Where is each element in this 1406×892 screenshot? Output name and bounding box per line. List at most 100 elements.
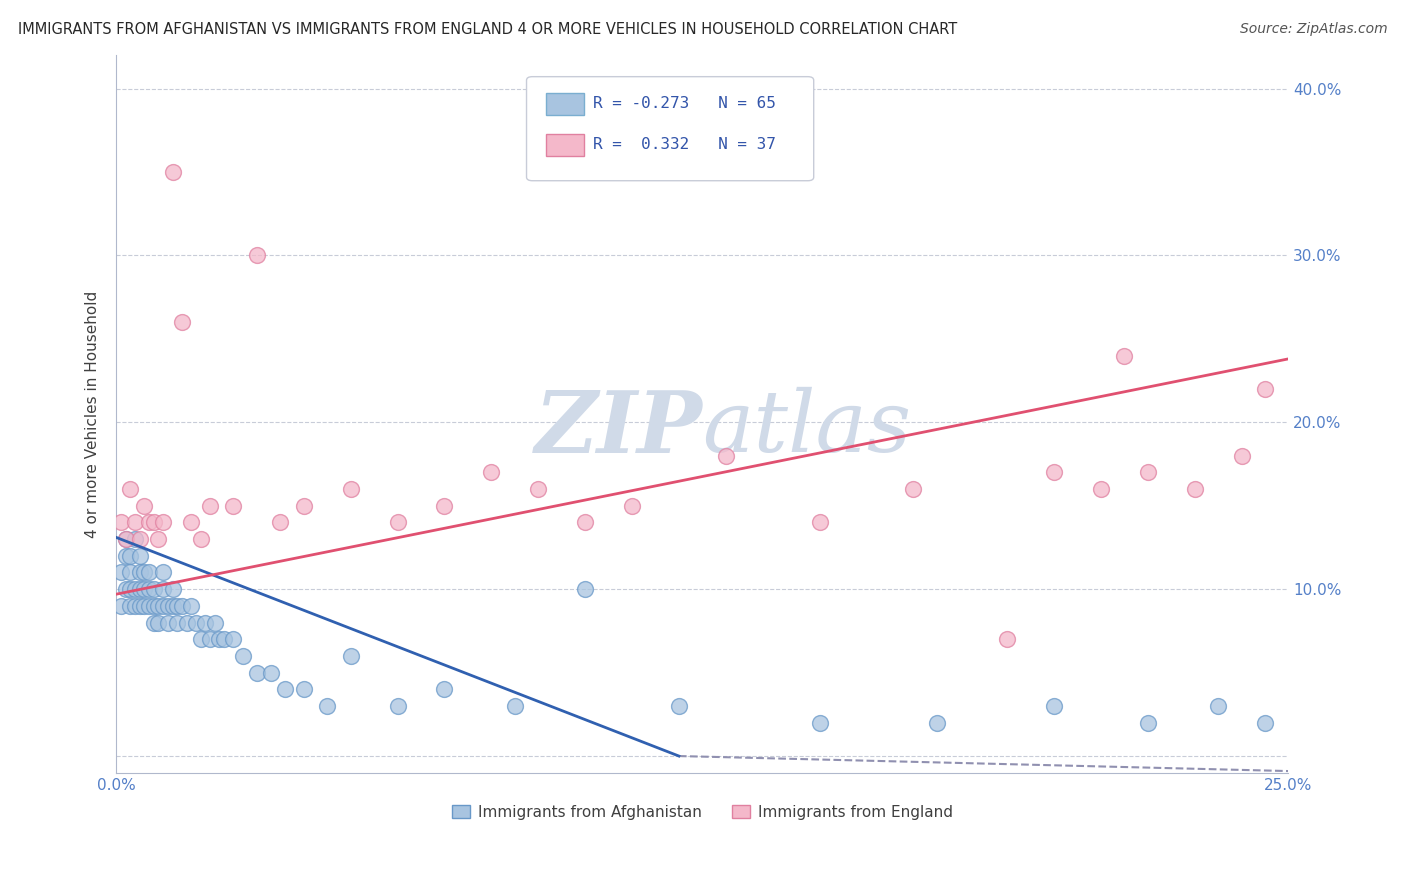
Point	[339, 648, 361, 663]
Point	[176, 615, 198, 630]
Point	[527, 482, 550, 496]
Point	[120, 599, 142, 613]
Point	[124, 599, 146, 613]
Point	[114, 582, 136, 597]
Point	[156, 615, 179, 630]
Point	[198, 499, 221, 513]
Point	[134, 566, 156, 580]
Point	[166, 615, 188, 630]
Point	[156, 599, 179, 613]
Text: ZIP: ZIP	[534, 386, 703, 470]
Point	[124, 516, 146, 530]
Y-axis label: 4 or more Vehicles in Household: 4 or more Vehicles in Household	[86, 290, 100, 538]
Point	[190, 532, 212, 546]
Point	[194, 615, 217, 630]
Point	[142, 582, 165, 597]
Point	[138, 566, 160, 580]
Point	[110, 599, 132, 613]
Point	[292, 682, 315, 697]
Point	[170, 315, 193, 329]
Text: atlas: atlas	[703, 387, 911, 469]
Point	[134, 499, 156, 513]
Text: R = -0.273   N = 65: R = -0.273 N = 65	[593, 95, 776, 111]
Point	[198, 632, 221, 647]
Point	[387, 516, 409, 530]
Point	[128, 549, 150, 563]
Point	[714, 449, 737, 463]
Point	[260, 665, 283, 680]
Point	[222, 499, 245, 513]
Text: R =  0.332   N = 37: R = 0.332 N = 37	[593, 137, 776, 153]
Point	[433, 499, 456, 513]
Point	[170, 599, 193, 613]
Point	[1136, 466, 1159, 480]
Point	[316, 698, 339, 713]
Point	[433, 682, 456, 697]
FancyBboxPatch shape	[547, 93, 583, 115]
Point	[1136, 715, 1159, 730]
Point	[152, 566, 174, 580]
Point	[222, 632, 245, 647]
Point	[903, 482, 925, 496]
Point	[232, 648, 254, 663]
Point	[190, 632, 212, 647]
Point	[246, 248, 269, 262]
Point	[114, 532, 136, 546]
Point	[274, 682, 297, 697]
Point	[387, 698, 409, 713]
Point	[808, 516, 831, 530]
Text: Source: ZipAtlas.com: Source: ZipAtlas.com	[1240, 22, 1388, 37]
Point	[204, 615, 226, 630]
Point	[124, 582, 146, 597]
Point	[208, 632, 231, 647]
Point	[148, 599, 170, 613]
Point	[128, 532, 150, 546]
Point	[1043, 466, 1066, 480]
Point	[1230, 449, 1253, 463]
Point	[1254, 382, 1277, 396]
Point	[1043, 698, 1066, 713]
Legend: Immigrants from Afghanistan, Immigrants from England: Immigrants from Afghanistan, Immigrants …	[446, 799, 959, 826]
Point	[1254, 715, 1277, 730]
Point	[269, 516, 291, 530]
FancyBboxPatch shape	[526, 77, 814, 181]
Point	[148, 615, 170, 630]
Point	[574, 582, 596, 597]
Point	[152, 582, 174, 597]
Point	[162, 165, 184, 179]
Point	[339, 482, 361, 496]
Point	[128, 582, 150, 597]
Point	[184, 615, 207, 630]
Point	[134, 582, 156, 597]
Point	[180, 516, 202, 530]
Point	[142, 599, 165, 613]
Point	[212, 632, 235, 647]
Point	[503, 698, 526, 713]
Point	[1184, 482, 1206, 496]
Point	[120, 482, 142, 496]
Point	[138, 582, 160, 597]
Point	[292, 499, 315, 513]
Point	[162, 582, 184, 597]
Point	[668, 698, 690, 713]
Point	[1090, 482, 1112, 496]
Point	[114, 532, 136, 546]
Point	[124, 532, 146, 546]
Point	[142, 516, 165, 530]
Point	[138, 516, 160, 530]
Point	[152, 599, 174, 613]
Point	[479, 466, 502, 480]
Point	[166, 599, 188, 613]
Point	[808, 715, 831, 730]
Point	[128, 566, 150, 580]
Point	[120, 566, 142, 580]
Point	[110, 566, 132, 580]
Point	[925, 715, 948, 730]
Point	[128, 599, 150, 613]
Point	[110, 516, 132, 530]
Point	[180, 599, 202, 613]
Point	[1206, 698, 1229, 713]
Point	[1114, 349, 1136, 363]
Point	[148, 532, 170, 546]
Point	[995, 632, 1018, 647]
